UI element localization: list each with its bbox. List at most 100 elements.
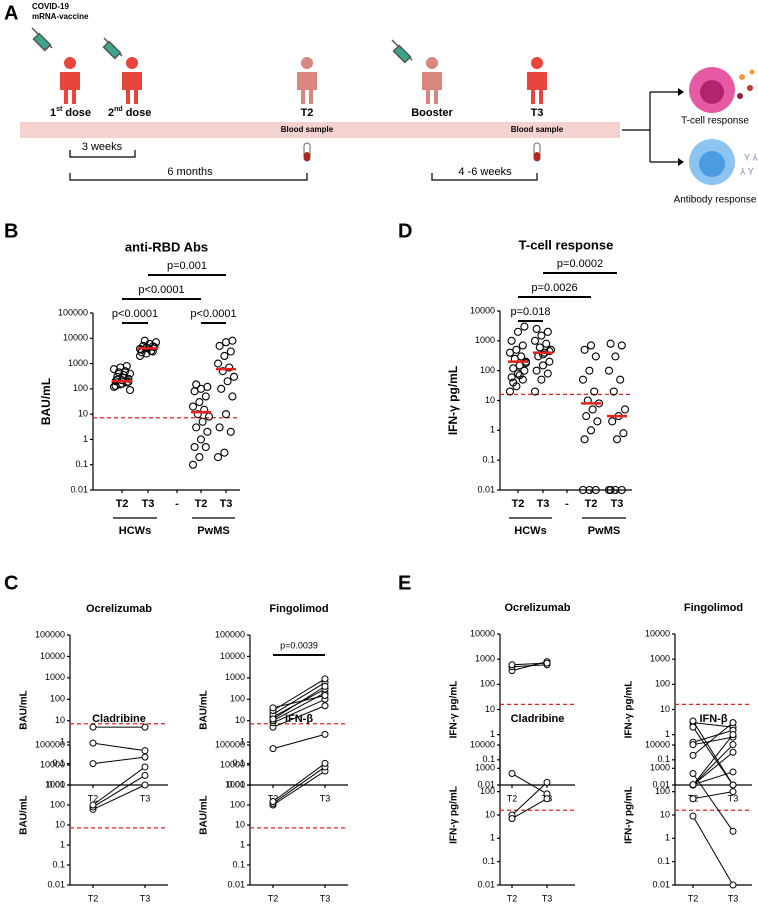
x-tick-label: T2	[512, 498, 525, 510]
blood-sample-label: Blood sample	[281, 125, 334, 134]
pair-line	[272, 695, 326, 709]
y-tick-label: 10000	[63, 333, 88, 343]
y-tick-label: 0.01	[652, 879, 670, 889]
data-point	[580, 435, 589, 444]
y-tick-label: 10000	[645, 628, 670, 638]
data-point	[543, 778, 551, 786]
y-tick-label: 1000	[45, 672, 65, 682]
pair-line	[692, 729, 734, 743]
data-point	[617, 341, 626, 350]
data-point	[729, 781, 737, 789]
x-tick-label: T2	[88, 793, 99, 803]
y-tick-label: 0.1	[657, 856, 670, 866]
chart: IFN-β IFN-γ pg/mL 0.01 0.1 1 10 100 1000 10000 T2…	[624, 713, 752, 903]
data-point	[591, 352, 600, 361]
data-point	[198, 417, 207, 426]
y-tick-label: 0.1	[482, 754, 495, 764]
y-tick-label: 1000	[225, 779, 245, 789]
y-axis-label: BAU/mL	[19, 795, 30, 834]
y-tick-label: 0.1	[52, 859, 65, 869]
pair-line	[272, 770, 326, 806]
chart-title: T-cell response	[519, 237, 614, 252]
x-tick-label: T2	[507, 793, 518, 803]
panel-label: E	[398, 572, 411, 594]
y-tick-label: 1	[60, 737, 65, 747]
data-point	[515, 371, 524, 380]
data-point	[535, 343, 544, 352]
chart-title: Cladribine	[511, 713, 565, 725]
data-point	[220, 351, 229, 361]
p-value-label: p=0.0002	[557, 258, 603, 270]
y-tick-label: 10	[660, 704, 670, 714]
dose-word: dose	[126, 107, 152, 119]
y-tick-label: 100	[480, 786, 495, 796]
person-icon	[122, 57, 142, 104]
person-icon	[527, 57, 547, 104]
outcome-label: Antibody response	[674, 195, 757, 206]
data-point	[585, 485, 594, 495]
data-point	[321, 702, 329, 710]
chart-title: Ocrelizumab	[86, 603, 152, 615]
interval-label: 6 months	[167, 166, 213, 178]
chart: T-cell response IFN-γ pg/mL 0.01 0.1 1 10 100 1…	[446, 237, 632, 537]
dose-label: 2nd dose	[108, 106, 151, 119]
interval-label: 3 weeks	[82, 141, 123, 153]
data-point	[508, 661, 516, 669]
x-tick-label: -	[565, 498, 569, 510]
x-tick-label: T3	[220, 498, 233, 510]
timeline-panel: COVID-19 mRNA-vaccine 1st dose 2nd dose T2…	[20, 2, 758, 206]
data-point	[269, 797, 277, 805]
data-point	[141, 753, 149, 761]
data-point	[141, 747, 149, 755]
data-point	[608, 417, 617, 426]
pair-line	[272, 682, 326, 715]
y-tick-label: 1000	[650, 654, 670, 664]
data-point	[689, 770, 697, 778]
data-point	[542, 339, 551, 348]
dose-suffix: st	[56, 106, 63, 113]
data-point	[226, 427, 235, 436]
dose-number: 2	[108, 107, 114, 119]
pair-line	[692, 734, 734, 786]
data-point	[507, 373, 516, 382]
data-point	[518, 341, 527, 350]
y-axis-label: IFN-γ pg/mL	[446, 366, 460, 435]
y-tick-label: 100	[230, 694, 245, 704]
person-icon	[297, 57, 317, 104]
y-tick-label: 1	[490, 425, 495, 435]
interval-bracket	[431, 173, 538, 181]
b-cell-icon: Y ⅄ Y ⅄ Y	[689, 139, 758, 185]
data-point	[616, 375, 625, 384]
pair-line	[692, 771, 734, 786]
y-tick-label: 10	[55, 819, 65, 829]
chart: Fingolimod IFN-γ pg/mL 0.01 0.1 1 10 100 1000 10…	[624, 602, 752, 803]
data-point	[217, 384, 226, 393]
x-tick-label: T2	[88, 893, 99, 903]
x-tick-label: T3	[537, 498, 550, 510]
y-tick-label: 10000	[220, 759, 245, 769]
dose-word: dose	[65, 107, 91, 119]
y-tick-label: 100	[73, 383, 88, 393]
data-point	[543, 327, 552, 336]
data-point	[225, 363, 234, 372]
x-tick-label: T3	[140, 893, 151, 903]
y-tick-label: 100	[655, 786, 670, 796]
y-tick-label: 10000	[470, 628, 495, 638]
pair-line	[92, 775, 146, 808]
data-point	[532, 324, 541, 334]
data-point	[689, 723, 697, 731]
y-tick-label: 10000	[220, 651, 245, 661]
y-tick-label: 10000	[645, 739, 670, 749]
data-point	[590, 387, 599, 396]
y-tick-label: 1	[665, 833, 670, 843]
data-point	[543, 659, 551, 667]
chart-title: Cladribine	[92, 713, 146, 725]
y-tick-label: 1000	[225, 672, 245, 682]
data-point	[89, 723, 97, 731]
y-tick-label: 10	[660, 809, 670, 819]
data-point	[116, 363, 125, 372]
group-label: PwMS	[197, 525, 229, 537]
pair-line	[272, 685, 326, 720]
y-tick-label: 1	[665, 729, 670, 739]
data-point	[604, 366, 614, 375]
